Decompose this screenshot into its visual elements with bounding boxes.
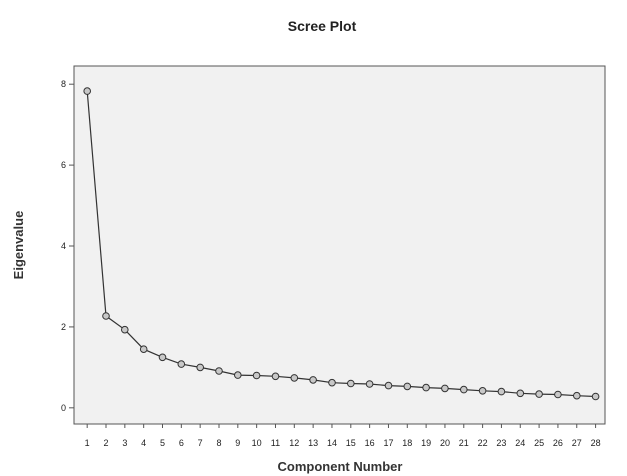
x-tick-label: 18 bbox=[402, 438, 412, 448]
x-tick-label: 8 bbox=[216, 438, 221, 448]
y-tick-label: 6 bbox=[61, 160, 66, 170]
data-point bbox=[347, 379, 355, 388]
data-point bbox=[365, 380, 374, 388]
x-tick-label: 20 bbox=[440, 438, 450, 448]
data-point bbox=[309, 376, 317, 384]
data-point bbox=[271, 372, 280, 381]
x-tick-label: 25 bbox=[534, 438, 544, 448]
x-tick-label: 24 bbox=[515, 438, 525, 448]
x-tick-label: 26 bbox=[553, 438, 563, 448]
x-tick-label: 19 bbox=[421, 438, 431, 448]
x-tick-label: 13 bbox=[308, 438, 318, 448]
data-point bbox=[252, 371, 261, 380]
data-point bbox=[478, 387, 487, 395]
data-point bbox=[196, 363, 204, 372]
y-tick-label: 0 bbox=[61, 403, 66, 413]
chart-title: Scree Plot bbox=[288, 18, 357, 34]
x-tick-label: 5 bbox=[160, 438, 165, 448]
data-point bbox=[83, 87, 91, 95]
plot-area bbox=[73, 65, 606, 425]
x-tick-label: 15 bbox=[346, 438, 356, 448]
data-point bbox=[535, 390, 543, 398]
x-tick-label: 7 bbox=[198, 438, 203, 448]
data-point bbox=[422, 383, 430, 392]
x-tick-label: 9 bbox=[235, 438, 240, 448]
data-point bbox=[290, 374, 299, 382]
data-point bbox=[554, 390, 562, 399]
data-point bbox=[441, 384, 449, 393]
x-tick-label: 2 bbox=[104, 438, 109, 448]
data-point bbox=[158, 353, 167, 362]
y-tick-label: 4 bbox=[61, 241, 66, 251]
data-point bbox=[591, 392, 600, 401]
x-tick-label: 12 bbox=[289, 438, 299, 448]
x-tick-label: 11 bbox=[271, 438, 280, 448]
x-tick-label: 6 bbox=[179, 438, 184, 448]
x-tick-label: 4 bbox=[141, 438, 146, 448]
data-point bbox=[460, 385, 468, 394]
data-point bbox=[215, 367, 223, 375]
data-point bbox=[102, 312, 110, 320]
x-tick-label: 16 bbox=[365, 438, 375, 448]
data-series bbox=[83, 87, 600, 401]
x-tick-label: 17 bbox=[383, 438, 393, 448]
x-tick-label: 28 bbox=[591, 438, 601, 448]
data-point bbox=[497, 387, 506, 396]
x-tick-label: 22 bbox=[478, 438, 488, 448]
x-tick-label: 1 bbox=[85, 438, 90, 448]
data-point bbox=[573, 391, 581, 400]
data-point bbox=[139, 345, 148, 354]
data-point bbox=[328, 378, 336, 387]
data-point bbox=[516, 389, 525, 398]
x-axis: 1 2 3 4 5 6 7 8 9 10 11 12 13 14 15 16 17 18 19 20 21 22 23 24 2… bbox=[85, 424, 601, 448]
y-axis-label: Eigenvalue bbox=[11, 211, 26, 280]
data-point bbox=[121, 325, 129, 334]
series-line bbox=[86, 91, 596, 398]
x-tick-label: 10 bbox=[252, 438, 262, 448]
data-point bbox=[403, 382, 412, 391]
x-tick-label: 3 bbox=[122, 438, 127, 448]
x-tick-label: 14 bbox=[327, 438, 337, 448]
y-tick-label: 2 bbox=[61, 322, 66, 332]
data-point bbox=[384, 381, 393, 390]
y-tick-label: 8 bbox=[61, 79, 66, 89]
data-point bbox=[234, 371, 242, 379]
y-axis: 0 2 4 6 8 bbox=[61, 79, 74, 413]
x-tick-label: 21 bbox=[459, 438, 469, 448]
x-axis-label: Component Number bbox=[278, 459, 403, 474]
x-tick-label: 23 bbox=[496, 438, 506, 448]
data-point bbox=[177, 360, 186, 368]
x-tick-label: 27 bbox=[572, 438, 582, 448]
